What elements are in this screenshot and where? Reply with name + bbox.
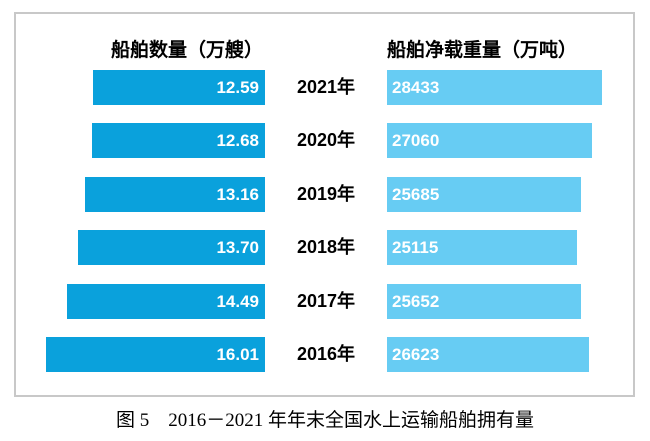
ship-count-value: 13.70: [216, 238, 259, 258]
deadweight-bar: 25652: [387, 283, 581, 319]
ship-count-bar: 12.68: [92, 123, 265, 159]
ship-count-value: 12.68: [216, 131, 259, 151]
deadweight-bar: 26623: [387, 337, 589, 372]
ship-count-bar: 16.01: [46, 337, 265, 372]
deadweight-bar: 27060: [387, 123, 592, 159]
ship-count-value: 12.59: [216, 78, 259, 97]
ship-count-value: 16.01: [216, 345, 259, 364]
deadweight-value: 25652: [392, 291, 440, 311]
chart-row: 16.01 2016年 26623: [0, 337, 650, 372]
ship-count-bar: 12.59: [93, 70, 265, 105]
deadweight-bar: 25115: [387, 230, 577, 266]
figure-caption: 图 5 2016－2021 年年末全国水上运输船舶拥有量: [115, 410, 534, 431]
deadweight-value: 28433: [392, 78, 440, 97]
ship-count-value: 14.49: [216, 291, 259, 311]
year-label: 2019年: [296, 183, 356, 204]
chart-row: 12.68 2020年 27060: [0, 123, 650, 159]
chart-row: 14.49 2017年 25652: [0, 283, 650, 319]
year-label: 2020年: [296, 130, 356, 151]
deadweight-value: 26623: [392, 345, 440, 364]
ship-count-bar: 13.70: [78, 230, 265, 266]
ship-count-value: 13.16: [216, 184, 259, 204]
right-series-header: 船舶净载重量（万吨）: [387, 40, 578, 61]
chart-row: 13.16 2019年 25685: [0, 176, 650, 212]
year-label: 2017年: [296, 290, 356, 311]
left-series-header: 船舶数量（万艘）: [110, 40, 263, 61]
ship-count-bar: 14.49: [67, 283, 265, 319]
deadweight-value: 25685: [392, 184, 440, 204]
chart-row: 12.59 2021年 28433: [0, 70, 650, 105]
ship-count-bar: 13.16: [85, 176, 265, 212]
deadweight-bar: 25685: [387, 176, 581, 212]
chart-rows: 12.59 2021年 28433 12.68 2020年 27060 13.16 2019年…: [0, 70, 650, 380]
year-label: 2016年: [296, 344, 356, 364]
deadweight-value: 27060: [392, 131, 440, 151]
year-label: 2018年: [296, 237, 356, 258]
chart-row: 13.70 2018年 25115: [0, 230, 650, 266]
year-label: 2021年: [296, 77, 356, 97]
deadweight-bar: 28433: [387, 70, 602, 105]
deadweight-value: 25115: [392, 238, 439, 258]
